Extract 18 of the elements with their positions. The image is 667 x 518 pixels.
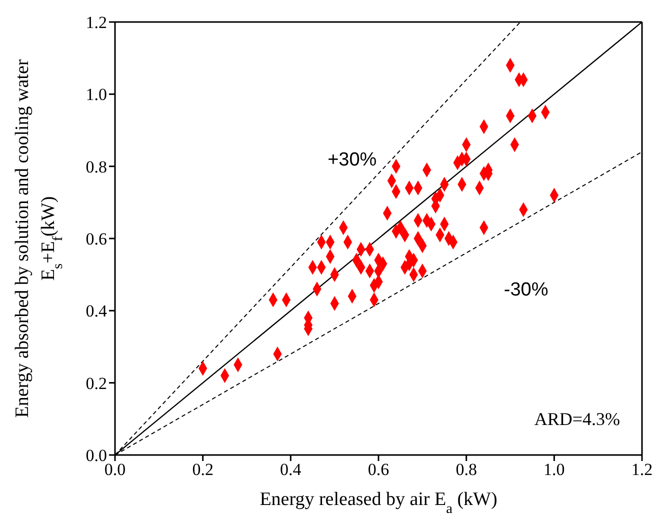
- y-tick-label: 1.0: [86, 85, 107, 104]
- x-tick-label: 0.0: [104, 460, 126, 480]
- y-tick-label: 0.4: [86, 302, 108, 321]
- annotation: ARD=4.3%: [534, 409, 620, 429]
- x-tick-label: 0.4: [280, 460, 302, 480]
- x-tick-label: 1.2: [631, 460, 653, 480]
- y-tick-label: 0.2: [86, 374, 107, 393]
- annotation: -30%: [504, 279, 548, 300]
- x-tick-label: 0.2: [192, 460, 214, 480]
- x-tick-label: 0.8: [456, 460, 477, 480]
- x-tick-label: 1.0: [544, 460, 565, 480]
- y-tick-label: 0.8: [86, 157, 107, 176]
- x-tick-label: 0.6: [368, 460, 390, 480]
- y-tick-label: 1.2: [86, 13, 107, 32]
- x-axis-title: Energy released by air E$_{a}$ (kW): [260, 489, 498, 517]
- y-tick-label: 0.0: [86, 446, 107, 466]
- y-tick-label: 0.6: [86, 230, 107, 249]
- annotation: +30%: [328, 150, 377, 171]
